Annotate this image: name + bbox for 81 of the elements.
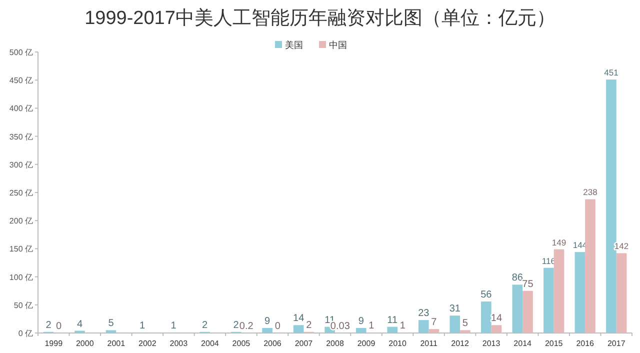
bar bbox=[106, 330, 116, 333]
bar bbox=[450, 316, 460, 333]
bar bbox=[606, 80, 616, 333]
x-tick-label: 2016 bbox=[576, 339, 595, 348]
data-label: 11 bbox=[387, 314, 398, 326]
data-label: 9 bbox=[358, 316, 364, 327]
data-label: 149 bbox=[552, 237, 566, 248]
data-label: 1 bbox=[170, 320, 177, 332]
data-label: 0.2 bbox=[239, 320, 254, 332]
data-label: 2 bbox=[46, 320, 52, 331]
x-tick-label: 2001 bbox=[107, 339, 126, 348]
x-tick-label: 2004 bbox=[201, 339, 220, 348]
data-label: 75 bbox=[522, 278, 534, 290]
bar bbox=[418, 320, 429, 333]
x-tick-label: 2012 bbox=[451, 339, 470, 348]
x-tick-label: 2009 bbox=[357, 339, 376, 348]
x-tick-label: 2014 bbox=[514, 339, 532, 348]
data-label: 1 bbox=[400, 320, 406, 332]
data-label: 31 bbox=[449, 304, 461, 315]
chart-title: 1999-2017中美人工智能历年融资对比图（单位：亿元） bbox=[84, 7, 556, 29]
data-label: 2 bbox=[306, 320, 312, 331]
data-label: 1 bbox=[368, 320, 375, 332]
bar bbox=[481, 302, 492, 333]
bar bbox=[356, 328, 366, 333]
data-label: 56 bbox=[480, 290, 492, 301]
data-label: 451 bbox=[604, 68, 619, 78]
data-label: 238 bbox=[583, 187, 598, 198]
x-tick-label: 2006 bbox=[264, 339, 282, 348]
legend-label: 美国 bbox=[285, 40, 303, 50]
data-label: 14 bbox=[293, 313, 305, 324]
data-label: 86 bbox=[512, 272, 524, 284]
bar bbox=[491, 325, 502, 333]
x-tick-label: 2010 bbox=[388, 339, 407, 348]
bar bbox=[522, 290, 533, 333]
x-tick-label: 2005 bbox=[232, 339, 251, 348]
bar bbox=[460, 330, 470, 333]
data-label: 0.03 bbox=[330, 320, 350, 332]
y-tick-label: 50 亿 bbox=[14, 300, 33, 310]
x-tick-label: 2015 bbox=[544, 339, 564, 348]
bar bbox=[262, 328, 272, 333]
legend-label: 中国 bbox=[329, 40, 347, 50]
y-tick-label: 200 亿 bbox=[9, 216, 33, 226]
bar bbox=[293, 325, 304, 333]
x-tick-label: 2003 bbox=[170, 339, 188, 348]
x-tick-label: 2011 bbox=[420, 339, 438, 348]
data-label: 4 bbox=[76, 318, 83, 330]
y-tick-label: 450 亿 bbox=[9, 76, 33, 86]
data-label: 0 bbox=[274, 321, 281, 332]
y-tick-label: 100 亿 bbox=[9, 272, 33, 282]
y-tick-label: 400 亿 bbox=[9, 104, 33, 114]
x-tick-label: 2008 bbox=[326, 339, 344, 348]
y-tick-label: 0 亿 bbox=[18, 329, 33, 338]
data-label: 2 bbox=[202, 320, 208, 331]
bar bbox=[616, 253, 627, 333]
data-label: 1 bbox=[139, 320, 146, 332]
data-label: 9 bbox=[264, 316, 271, 327]
bar bbox=[387, 326, 398, 333]
data-label: 7 bbox=[431, 317, 438, 328]
x-tick-label: 2017 bbox=[607, 339, 626, 348]
bar bbox=[512, 284, 523, 333]
bar bbox=[574, 252, 586, 333]
y-tick-label: 250 亿 bbox=[9, 188, 33, 198]
data-label: 2 bbox=[233, 320, 240, 331]
x-tick-label: 2007 bbox=[294, 339, 314, 348]
bar bbox=[554, 249, 564, 333]
y-tick-label: 350 亿 bbox=[9, 132, 33, 142]
x-tick-label: 2013 bbox=[482, 339, 501, 348]
bar bbox=[585, 199, 596, 333]
y-tick-label: 150 亿 bbox=[9, 244, 33, 254]
y-tick-label: 500 亿 bbox=[9, 48, 33, 57]
data-label: 14 bbox=[490, 313, 502, 324]
data-label: 0 bbox=[56, 321, 62, 332]
bar bbox=[428, 329, 440, 333]
x-tick-label: 2000 bbox=[76, 339, 94, 348]
y-tick-label: 300 亿 bbox=[9, 160, 33, 170]
data-label: 5 bbox=[462, 318, 468, 330]
data-label: 23 bbox=[418, 308, 430, 320]
data-label: 5 bbox=[108, 318, 114, 330]
bar bbox=[544, 268, 554, 333]
x-tick-label: 1999 bbox=[44, 339, 64, 348]
x-tick-label: 2002 bbox=[138, 339, 157, 348]
